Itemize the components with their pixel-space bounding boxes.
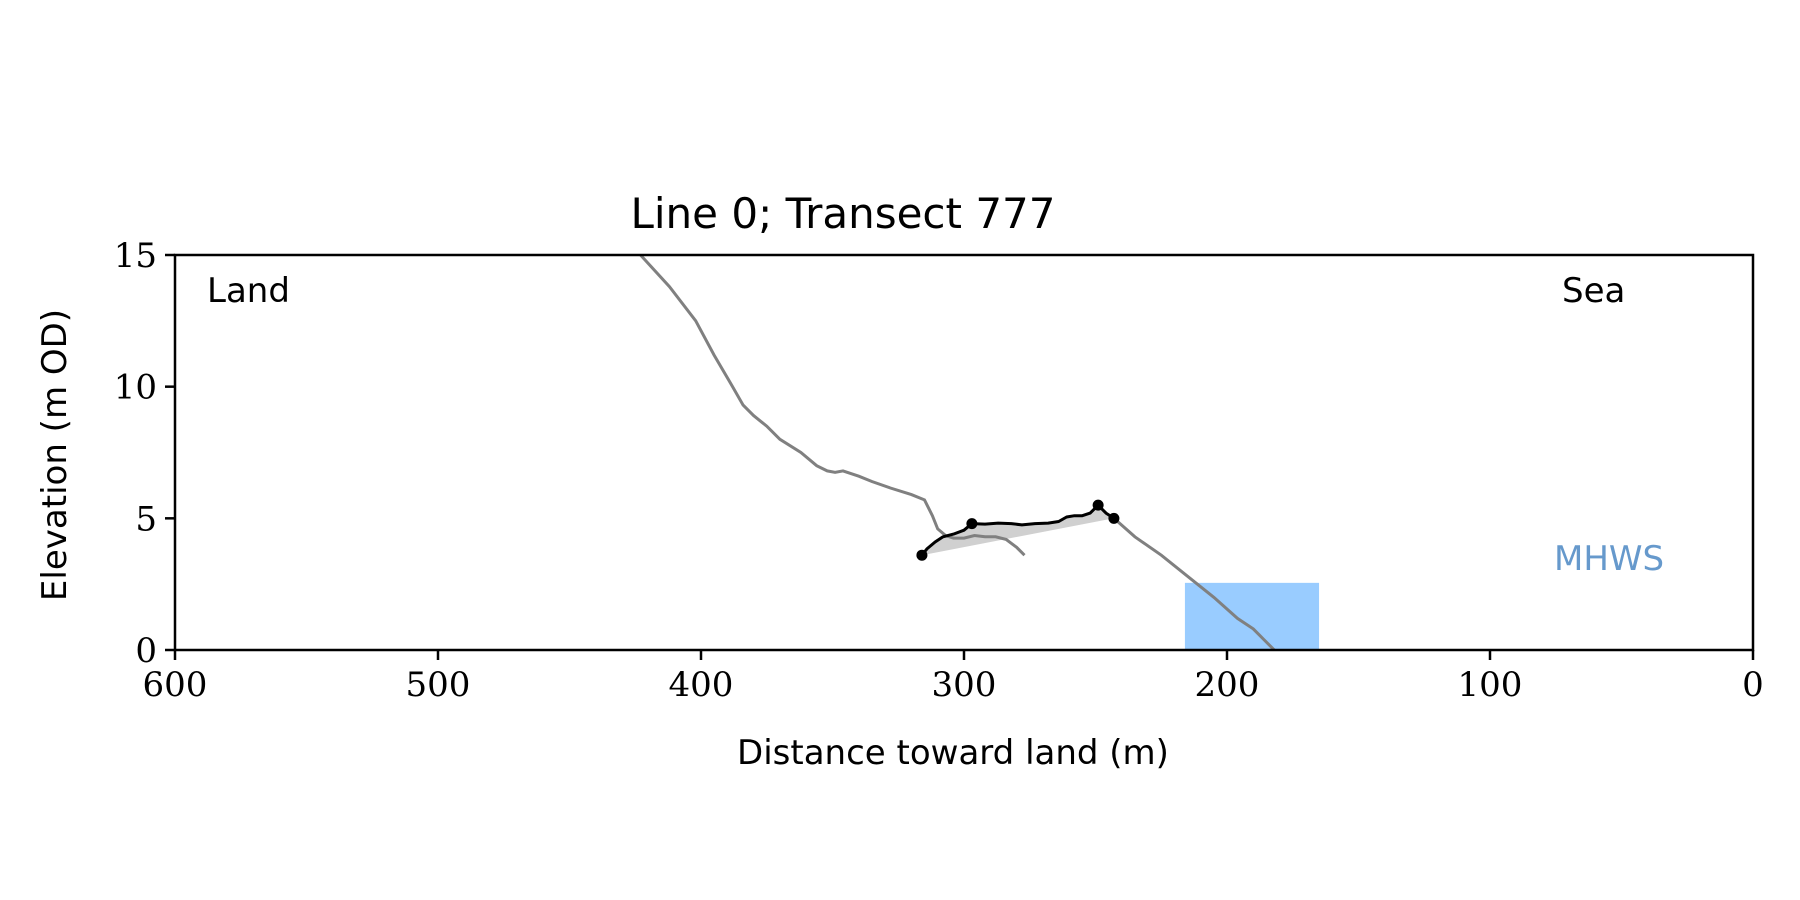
- land-label: Land: [207, 271, 290, 311]
- x-tick-label-500: 500: [406, 665, 471, 705]
- y-axis-label: Elevation (m OD): [35, 309, 75, 601]
- y-tick-label-0: 0: [135, 631, 157, 671]
- feature-point-0: [916, 549, 928, 561]
- x-axis-label: Distance toward land (m): [737, 733, 1169, 773]
- mhws-label: MHWS: [1554, 539, 1664, 579]
- x-tick-label-400: 400: [669, 665, 734, 705]
- feature-line: [920, 503, 1115, 557]
- x-tick-label-600: 600: [143, 665, 208, 705]
- chart-title: Line 0; Transect 777: [630, 189, 1055, 238]
- x-tick-label-0: 0: [1742, 665, 1764, 705]
- sea-label: Sea: [1562, 271, 1625, 311]
- y-tick-label-5: 5: [135, 499, 157, 539]
- plot-frame: [173, 253, 1755, 652]
- feature-point-2: [1092, 499, 1104, 511]
- mhws-water-area: [1184, 582, 1320, 650]
- profile-line-landward: [639, 253, 1026, 557]
- y-tick-label-10: 10: [114, 368, 157, 408]
- feature-point-3: [1108, 512, 1120, 524]
- profile-line-seaward: [1112, 517, 1276, 652]
- feature-point-1: [966, 518, 978, 530]
- y-tick-label-15: 15: [114, 236, 157, 276]
- x-tick-label-200: 200: [1195, 665, 1260, 705]
- x-tick-label-100: 100: [1458, 665, 1523, 705]
- x-tick-label-300: 300: [932, 665, 997, 705]
